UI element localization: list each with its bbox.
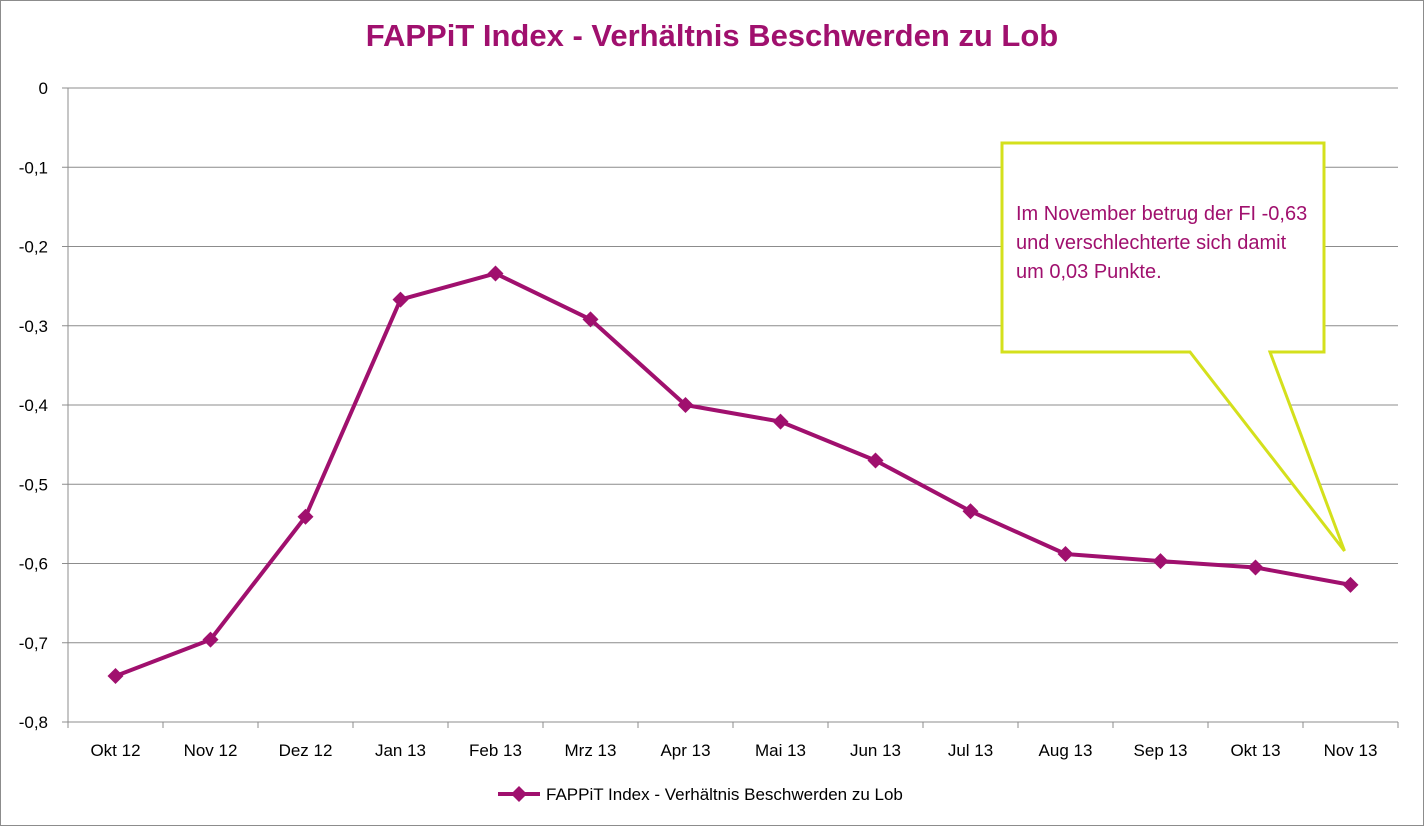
x-tick-label: Jun 13 bbox=[850, 741, 901, 760]
x-tick-label: Nov 13 bbox=[1324, 741, 1378, 760]
y-tick-label: -0,4 bbox=[19, 396, 48, 415]
data-point-marker bbox=[772, 413, 789, 430]
y-tick-label: 0 bbox=[39, 79, 48, 98]
x-tick-label: Jan 13 bbox=[375, 741, 426, 760]
x-tick-label: Aug 13 bbox=[1039, 741, 1093, 760]
y-tick-label: -0,7 bbox=[19, 634, 48, 653]
axes: 0 -0,1 -0,2 -0,3 -0,4 -0,5 -0,6 -0,7 -0,8 Okt 12 N… bbox=[19, 79, 1399, 760]
legend-label: FAPPiT Index - Verhältnis Beschwerden zu… bbox=[546, 785, 903, 804]
data-point-marker bbox=[1247, 559, 1264, 576]
x-tick-label: Feb 13 bbox=[469, 741, 522, 760]
data-point-marker bbox=[487, 265, 504, 282]
data-point-marker bbox=[677, 397, 694, 413]
x-tick-label: Mai 13 bbox=[755, 741, 806, 760]
data-point-marker bbox=[1057, 545, 1074, 562]
data-point-marker bbox=[392, 291, 409, 308]
callout-bubble bbox=[1000, 141, 1346, 552]
data-point-marker bbox=[107, 668, 124, 685]
x-tick-label: Nov 12 bbox=[184, 741, 238, 760]
y-tick-label: -0,1 bbox=[19, 158, 48, 177]
y-tick-label: -0,6 bbox=[19, 555, 48, 574]
y-tick-label: -0,8 bbox=[19, 713, 48, 732]
legend: FAPPiT Index - Verhältnis Beschwerden zu… bbox=[498, 785, 903, 804]
x-tick-label: Okt 13 bbox=[1230, 741, 1280, 760]
series-line-path bbox=[114, 271, 1351, 678]
annotation-text: Im November betrug der FI -0,63 und vers… bbox=[1016, 203, 1308, 283]
chart-title: FAPPiT Index - Verhältnis Beschwerden zu… bbox=[365, 18, 1059, 53]
x-tick-label: Dez 12 bbox=[279, 741, 333, 760]
data-point-marker bbox=[1152, 553, 1169, 570]
x-tick-label: Okt 12 bbox=[90, 741, 140, 760]
x-tick-label: Mrz 13 bbox=[565, 741, 617, 760]
y-tick-label: -0,3 bbox=[19, 317, 48, 336]
data-point-marker bbox=[297, 508, 314, 525]
x-tick-label: Apr 13 bbox=[660, 741, 710, 760]
annotation-callout bbox=[1000, 141, 1346, 552]
data-point-marker bbox=[202, 631, 219, 648]
y-tick-label: -0,2 bbox=[19, 238, 48, 257]
data-point-marker bbox=[867, 452, 884, 469]
data-point-marker bbox=[582, 311, 599, 328]
data-point-marker bbox=[962, 503, 979, 520]
x-tick-label: Jul 13 bbox=[948, 741, 993, 760]
series-line bbox=[107, 265, 1359, 685]
x-tick-label: Sep 13 bbox=[1134, 741, 1188, 760]
legend-marker bbox=[511, 786, 527, 802]
y-tick-label: -0,5 bbox=[19, 475, 48, 494]
data-point-marker bbox=[1342, 576, 1359, 593]
